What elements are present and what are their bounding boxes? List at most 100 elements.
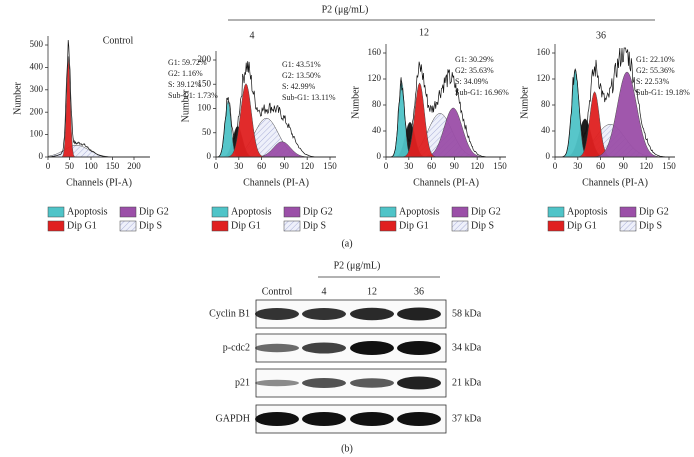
y-tick-label: 500 bbox=[30, 39, 44, 49]
legend-swatch bbox=[119, 220, 137, 232]
protein-label: GAPDH bbox=[216, 413, 250, 424]
panel-label: (a) bbox=[341, 238, 352, 249]
legend-swatch bbox=[619, 220, 637, 232]
x-tick-label: 30 bbox=[404, 161, 414, 171]
stat-text: G2: 35.63% bbox=[455, 66, 494, 75]
legend-label: Dip G1 bbox=[399, 220, 429, 231]
blot-band bbox=[255, 308, 299, 320]
histogram bbox=[555, 47, 675, 158]
x-tick-label: 120 bbox=[470, 161, 484, 171]
legend-swatch bbox=[119, 206, 137, 218]
legend-swatch bbox=[379, 206, 397, 218]
blot-band bbox=[397, 307, 441, 321]
y-tick-label: 100 bbox=[30, 129, 44, 139]
y-tick-label: 0 bbox=[207, 151, 212, 161]
blot-band bbox=[350, 412, 394, 426]
y-tick-label: 0 bbox=[377, 151, 382, 161]
plot-title: Control bbox=[103, 35, 134, 46]
y-tick-label: 150 bbox=[198, 78, 212, 88]
x-tick-label: 0 bbox=[46, 161, 51, 171]
x-tick-label: 150 bbox=[662, 161, 676, 171]
x-tick-label: 0 bbox=[214, 161, 219, 171]
x-tick-label: 50 bbox=[65, 161, 75, 171]
legend-label: Dip S bbox=[139, 220, 162, 231]
blot-band bbox=[255, 343, 299, 353]
legend-label: Apoptosis bbox=[231, 206, 272, 217]
plot-title: 36 bbox=[596, 30, 606, 41]
legend-label: Dip S bbox=[471, 220, 494, 231]
legend-swatch bbox=[547, 206, 565, 218]
x-tick-label: 60 bbox=[257, 161, 267, 171]
panel-label: (b) bbox=[341, 443, 353, 454]
lane-label: Control bbox=[262, 286, 293, 297]
legend-swatch bbox=[211, 206, 229, 218]
stat-text: Sub-G1: 13.11% bbox=[282, 93, 336, 102]
legend-swatch bbox=[547, 220, 565, 232]
y-axis-label: Number bbox=[350, 85, 361, 118]
x-tick-label: 120 bbox=[639, 161, 653, 171]
stat-text: G1: 30.29% bbox=[455, 55, 494, 64]
x-tick-label: 200 bbox=[127, 161, 141, 171]
y-tick-label: 40 bbox=[372, 125, 382, 135]
legend-swatch bbox=[379, 220, 397, 232]
legend-label: Dip G1 bbox=[231, 220, 261, 231]
y-axis-label: Number bbox=[519, 85, 530, 118]
blot-band bbox=[255, 412, 299, 426]
y-axis-label: Number bbox=[180, 89, 191, 122]
y-tick-label: 160 bbox=[537, 47, 551, 57]
x-axis-label: Channels (PI-A) bbox=[243, 177, 309, 188]
legend-swatch bbox=[211, 220, 229, 232]
lane-label: 36 bbox=[414, 286, 424, 297]
stat-text: S: 22.53% bbox=[636, 77, 670, 86]
size-label: 34 kDa bbox=[452, 342, 482, 353]
y-tick-label: 0 bbox=[546, 151, 551, 161]
panel-header: P2 (μg/mL) bbox=[334, 260, 381, 271]
y-tick-label: 120 bbox=[537, 73, 551, 83]
x-axis-label: Channels (PI-A) bbox=[66, 177, 132, 188]
histogram bbox=[48, 39, 150, 158]
x-axis-label: Channels (PI-A) bbox=[582, 177, 648, 188]
stat-text: S: 34.09% bbox=[455, 77, 489, 86]
y-tick-label: 200 bbox=[30, 106, 44, 116]
blot-band bbox=[397, 341, 441, 355]
blot-band bbox=[397, 412, 441, 426]
protein-label: Cyclin B1 bbox=[209, 308, 250, 319]
blot-band bbox=[350, 307, 394, 321]
legend-swatch bbox=[451, 206, 469, 218]
legend-label: Dip G2 bbox=[139, 206, 169, 217]
x-tick-label: 150 bbox=[493, 161, 507, 171]
legend-swatch bbox=[47, 206, 65, 218]
lane-label: 12 bbox=[367, 286, 377, 297]
stat-text: S: 39.12% bbox=[168, 80, 202, 89]
legend-label: Dip G2 bbox=[639, 206, 669, 217]
size-label: 37 kDa bbox=[452, 413, 482, 424]
peak-g1 bbox=[48, 56, 150, 158]
blot-band bbox=[350, 341, 394, 355]
x-tick-label: 150 bbox=[106, 161, 120, 171]
x-tick-label: 30 bbox=[573, 161, 583, 171]
y-tick-label: 160 bbox=[368, 47, 382, 57]
y-tick-label: 0 bbox=[39, 151, 44, 161]
axes bbox=[47, 36, 150, 158]
y-tick-label: 40 bbox=[541, 125, 551, 135]
x-tick-label: 100 bbox=[84, 161, 98, 171]
x-tick-label: 150 bbox=[323, 161, 337, 171]
x-tick-label: 60 bbox=[596, 161, 606, 171]
legend-swatch bbox=[283, 206, 301, 218]
stat-text: G2: 13.50% bbox=[282, 71, 321, 80]
blot-band bbox=[350, 378, 394, 388]
legend-swatch bbox=[47, 220, 65, 232]
y-tick-label: 400 bbox=[30, 61, 44, 71]
stat-text: Sub-G1: 1.73% bbox=[168, 91, 218, 100]
legend-label: Dip G2 bbox=[303, 206, 333, 217]
y-tick-label: 80 bbox=[372, 99, 382, 109]
plot-title: 12 bbox=[419, 27, 429, 38]
blot-band bbox=[397, 376, 441, 390]
y-tick-label: 50 bbox=[202, 127, 212, 137]
blot-band bbox=[302, 378, 346, 388]
legend-label: Apoptosis bbox=[399, 206, 440, 217]
y-tick-label: 100 bbox=[198, 103, 212, 113]
size-label: 21 kDa bbox=[452, 377, 482, 388]
protein-label: p-cdc2 bbox=[223, 342, 250, 353]
